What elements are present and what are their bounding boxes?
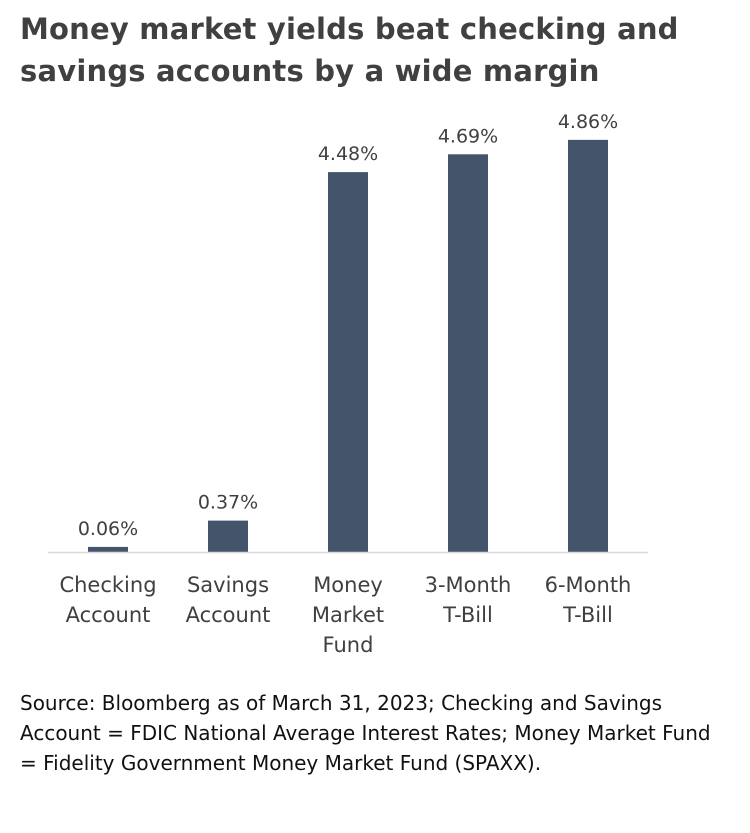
data-label: 4.69% bbox=[438, 125, 498, 147]
category-label: 6-Month bbox=[545, 573, 632, 597]
bar bbox=[448, 154, 488, 552]
bar bbox=[88, 546, 128, 552]
category-label: Savings bbox=[187, 573, 269, 597]
category-label: Checking bbox=[59, 573, 156, 597]
chart-title: Money market yields beat checking and sa… bbox=[20, 12, 679, 88]
category-label: T-Bill bbox=[562, 603, 613, 627]
category-label: Account bbox=[66, 603, 151, 627]
bar-chart: 0.06% Checking Account 0.37% Savings Account 4… bbox=[48, 111, 648, 657]
bar bbox=[208, 520, 248, 552]
category-label: Market bbox=[312, 603, 384, 627]
category-label: T-Bill bbox=[442, 603, 493, 627]
bar bbox=[568, 139, 608, 552]
source-note: Source: Bloomberg as of March 31, 2023; … bbox=[20, 691, 711, 775]
data-label: 4.86% bbox=[558, 111, 618, 133]
data-label: 0.37% bbox=[198, 492, 258, 514]
category-label: 3-Month bbox=[425, 573, 512, 597]
data-label: 4.48% bbox=[318, 143, 378, 165]
bar bbox=[328, 172, 368, 552]
category-label: Account bbox=[186, 603, 271, 627]
data-label: 0.06% bbox=[78, 518, 138, 540]
category-label: Fund bbox=[323, 633, 374, 657]
category-label: Money bbox=[313, 573, 383, 597]
